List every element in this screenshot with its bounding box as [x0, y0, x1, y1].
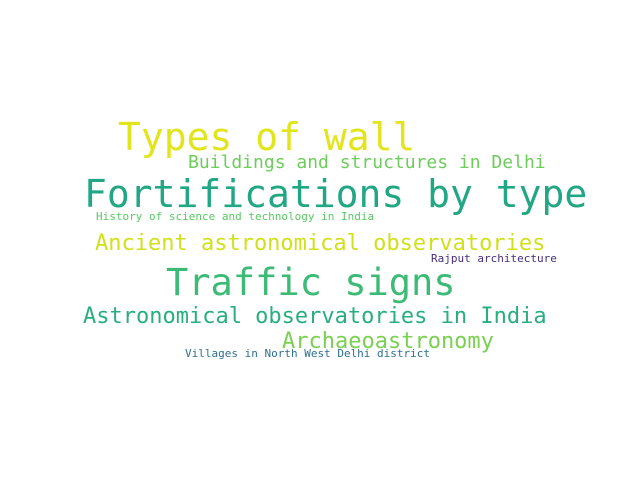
word-cloud [80, 117, 560, 363]
word-rajput-architecture: Rajput architecture [431, 252, 557, 265]
word-astronomical-observatories-in-india: Astronomical observatories in India [83, 304, 547, 329]
word-traffic-signs: Traffic signs [166, 261, 456, 304]
word-fortifications-by-type: Fortifications by type [84, 172, 588, 216]
word-ancient-astronomical-observatories: Ancient astronomical observatories [95, 231, 546, 256]
word-types-of-wall: Types of wall [118, 115, 416, 159]
word-archaeoastronomy: Archaeoastronomy [282, 329, 494, 354]
word-villages-in-north-west-delhi-district: Villages in North West Delhi district [185, 347, 431, 360]
word-buildings-and-structures-in-delhi: Buildings and structures in Delhi [188, 152, 546, 173]
word-history-of-science-and-technology-in-india: History of science and technology in Ind… [96, 210, 375, 223]
